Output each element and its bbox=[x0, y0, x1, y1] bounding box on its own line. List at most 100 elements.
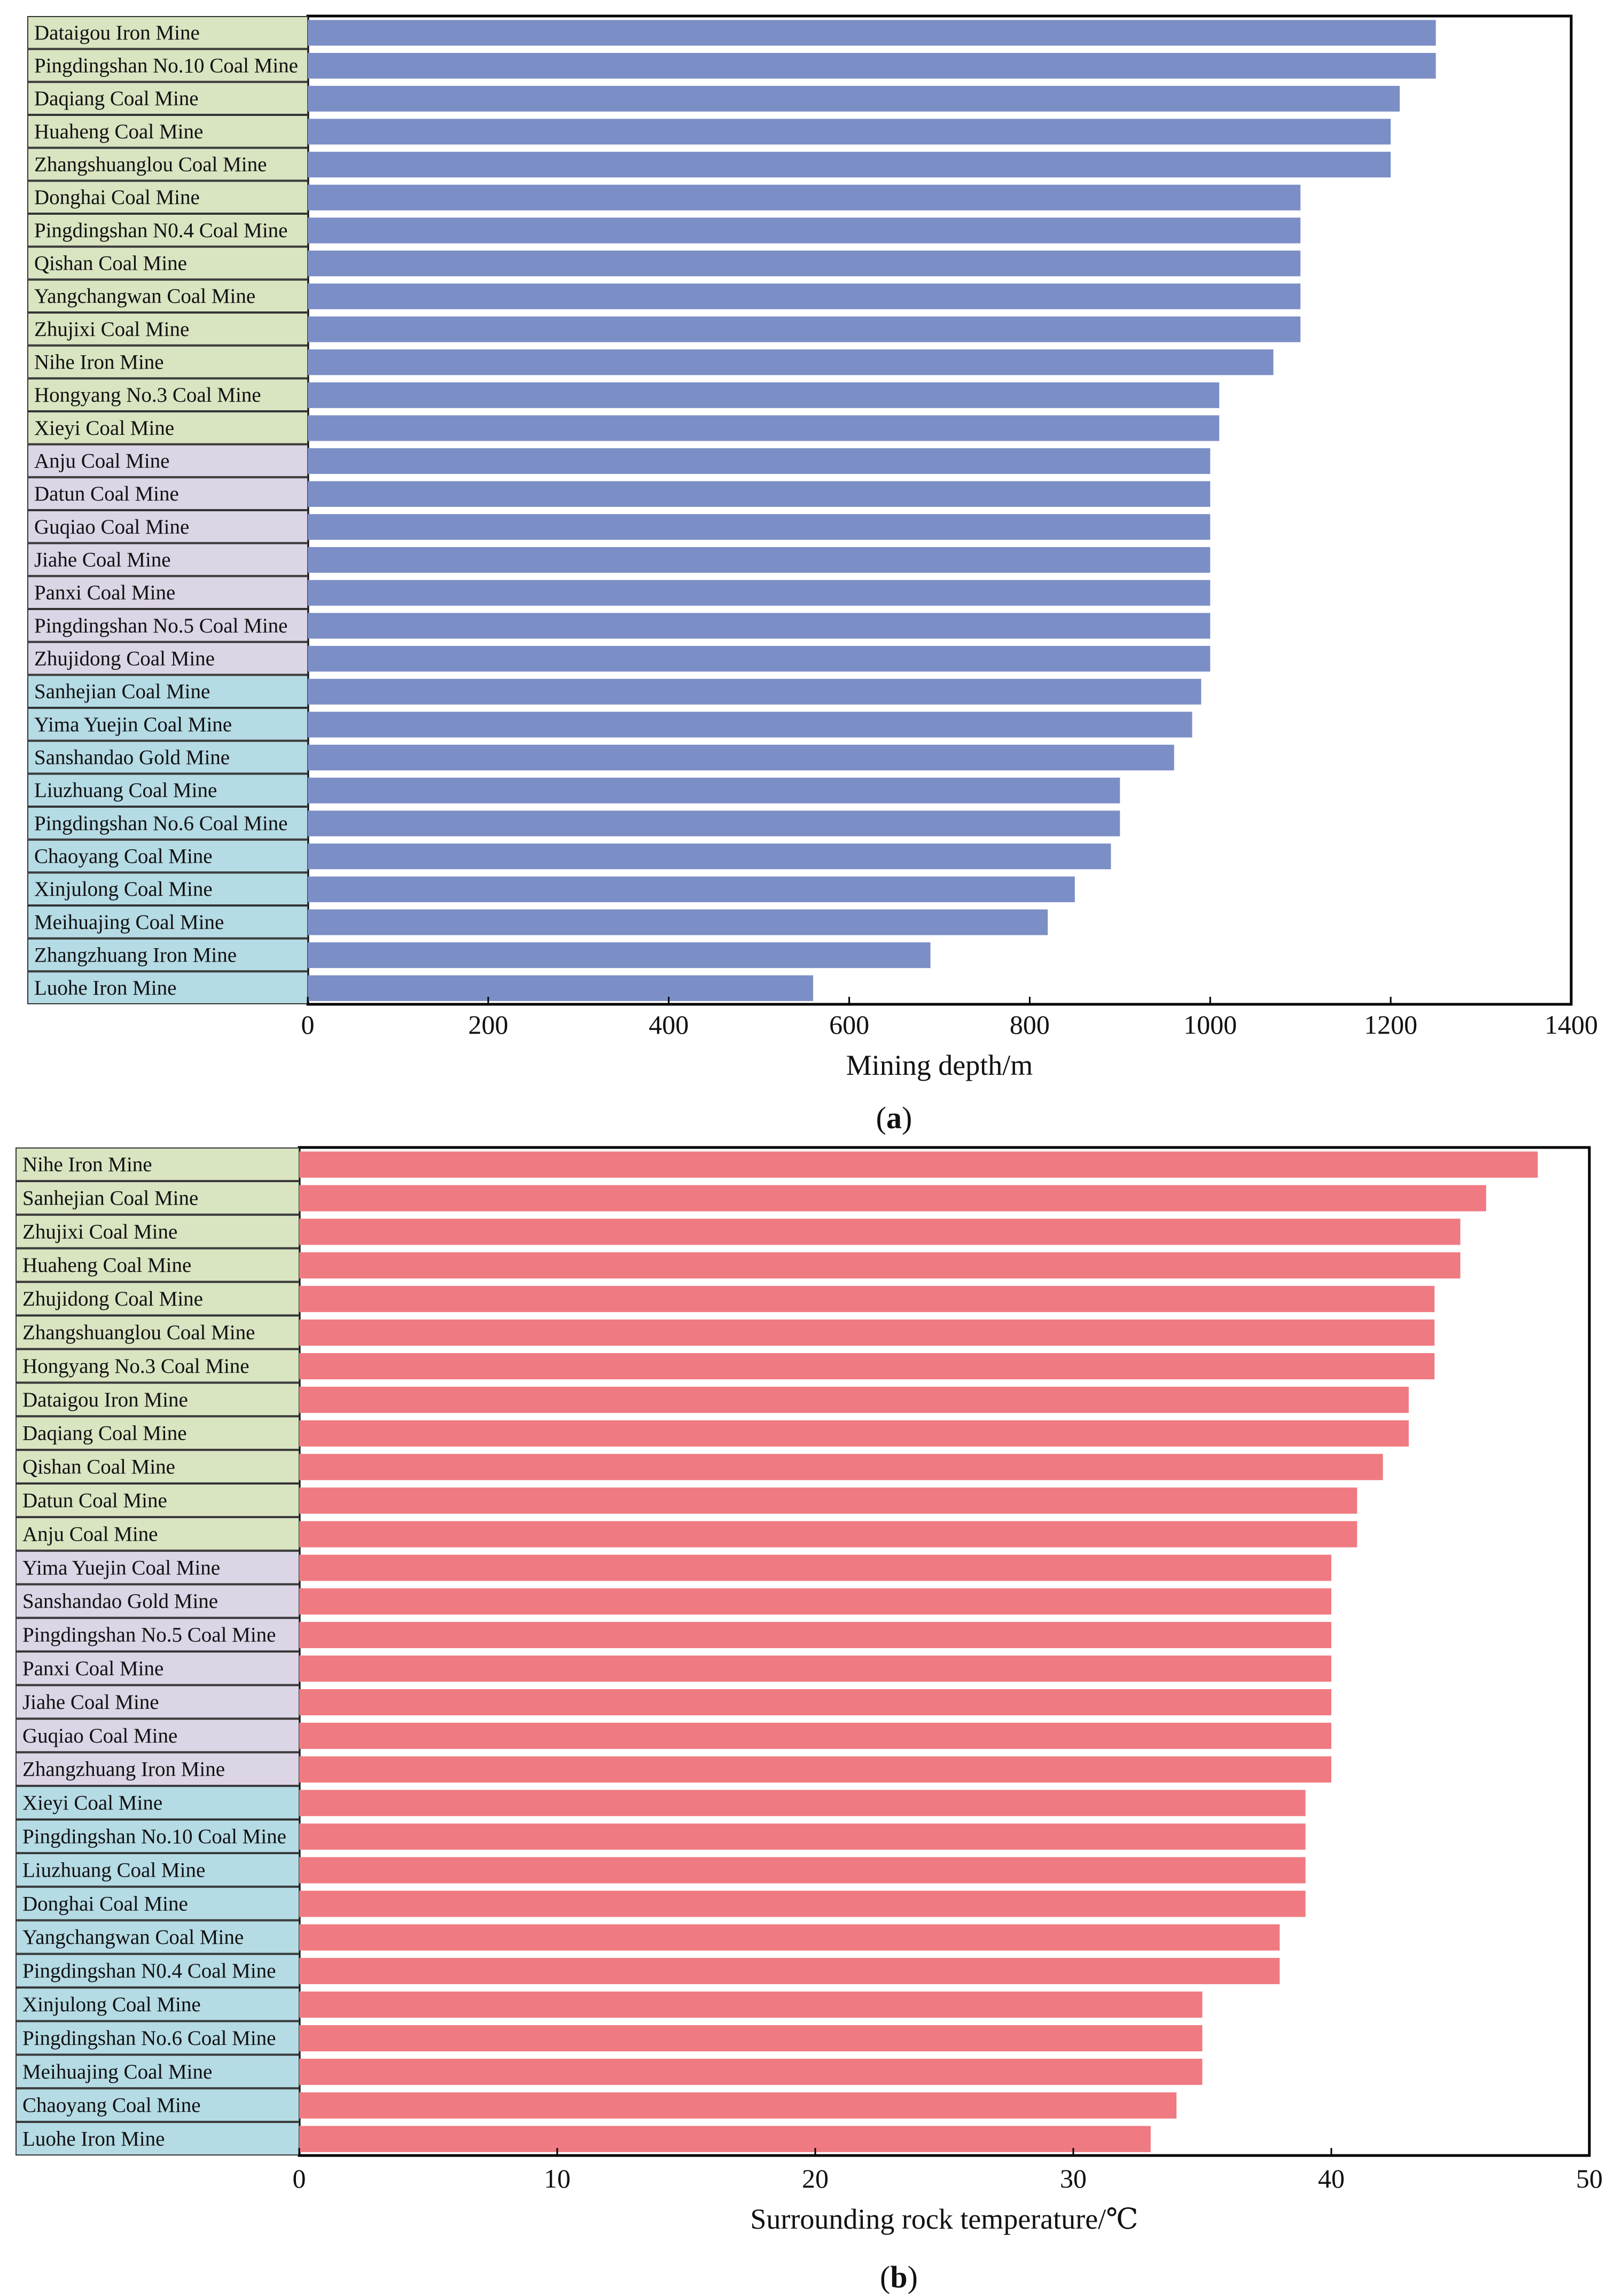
x-tick-label: 800 bbox=[1010, 1010, 1050, 1040]
category-cell bbox=[27, 740, 308, 774]
bar bbox=[299, 1823, 1306, 1850]
x-axis-label: Mining depth/m bbox=[846, 1049, 1033, 1081]
category-cell bbox=[15, 1214, 300, 1248]
bar bbox=[308, 283, 1301, 309]
category-label: Panxi Coal Mine bbox=[22, 1657, 163, 1680]
category-cell bbox=[27, 345, 308, 379]
category-label: Zhangshuanglou Coal Mine bbox=[34, 153, 267, 176]
category-cell bbox=[15, 1987, 300, 2021]
bar bbox=[308, 53, 1436, 79]
bar bbox=[299, 1353, 1435, 1380]
category-label: Pingdingshan N0.4 Coal Mine bbox=[22, 1959, 276, 1982]
category-label: Guqiao Coal Mine bbox=[34, 516, 189, 538]
category-label: Xieyi Coal Mine bbox=[22, 1792, 162, 1815]
category-cell bbox=[15, 1450, 300, 1484]
category-label: Zhujixi Coal Mine bbox=[34, 318, 189, 341]
bar bbox=[299, 1454, 1383, 1480]
category-label: Nihe Iron Mine bbox=[34, 351, 164, 374]
category-label: Luohe Iron Mine bbox=[22, 2128, 165, 2151]
bar bbox=[308, 316, 1301, 342]
bar bbox=[299, 2126, 1151, 2152]
category-cell bbox=[15, 1517, 300, 1551]
category-label: Yima Yuejin Coal Mine bbox=[22, 1556, 220, 1579]
x-tick-label: 0 bbox=[293, 2164, 306, 2193]
bar bbox=[299, 1521, 1357, 1548]
category-cell bbox=[15, 1248, 300, 1282]
category-cell bbox=[15, 1719, 300, 1753]
bar bbox=[308, 152, 1391, 178]
bar bbox=[308, 514, 1211, 540]
category-label: Sanhejian Coal Mine bbox=[22, 1186, 198, 1209]
category-cell bbox=[15, 2021, 300, 2055]
bar bbox=[299, 1891, 1306, 1917]
category-cell bbox=[15, 1886, 300, 1920]
bar bbox=[308, 20, 1436, 46]
bar bbox=[308, 646, 1211, 672]
category-cell bbox=[15, 1315, 300, 1349]
category-cell bbox=[27, 444, 308, 478]
category-cell bbox=[15, 1920, 300, 1954]
category-label: Sanshandao Gold Mine bbox=[34, 746, 230, 769]
category-label: Guqiao Coal Mine bbox=[22, 1724, 177, 1747]
bar bbox=[308, 251, 1301, 277]
bar bbox=[299, 1756, 1331, 1783]
x-tick-label: 1000 bbox=[1183, 1010, 1237, 1040]
category-cell bbox=[27, 214, 308, 247]
bar bbox=[308, 119, 1391, 145]
category-cell bbox=[15, 1383, 300, 1417]
category-cell bbox=[27, 675, 308, 708]
category-cell bbox=[15, 1584, 300, 1618]
bar bbox=[299, 1588, 1331, 1615]
x-tick-label: 50 bbox=[1576, 2164, 1603, 2193]
category-label: Qishan Coal Mine bbox=[34, 252, 187, 275]
category-cell bbox=[15, 1147, 300, 1181]
category-cell bbox=[27, 411, 308, 444]
category-label: Huaheng Coal Mine bbox=[22, 1254, 191, 1277]
category-cell bbox=[15, 1752, 300, 1786]
category-label: Zhangshuanglou Coal Mine bbox=[22, 1321, 255, 1344]
category-cell bbox=[27, 708, 308, 741]
bar bbox=[299, 1386, 1409, 1413]
bar bbox=[308, 85, 1400, 112]
category-cell bbox=[27, 510, 308, 543]
category-cell bbox=[15, 1954, 300, 1988]
category-label: Datun Coal Mine bbox=[34, 482, 179, 505]
bar bbox=[308, 810, 1120, 837]
bar bbox=[299, 1219, 1461, 1245]
category-label: Xieyi Coal Mine bbox=[34, 417, 174, 440]
category-label: Luohe Iron Mine bbox=[34, 977, 176, 999]
bar bbox=[299, 2025, 1203, 2052]
bar bbox=[299, 1555, 1331, 1581]
category-label: Pingdingshan No.6 Coal Mine bbox=[34, 812, 288, 835]
x-tick-label: 1200 bbox=[1364, 1010, 1417, 1040]
bar bbox=[308, 415, 1220, 441]
bar bbox=[308, 777, 1120, 803]
bar bbox=[299, 1722, 1331, 1749]
bar bbox=[299, 1487, 1357, 1514]
bar bbox=[308, 217, 1301, 244]
x-tick-label: 30 bbox=[1060, 2164, 1087, 2193]
category-label: Anju Coal Mine bbox=[22, 1522, 158, 1545]
category-label: Pingdingshan No.10 Coal Mine bbox=[34, 54, 298, 77]
category-label: Nihe Iron Mine bbox=[22, 1153, 152, 1176]
category-label: Pingdingshan No.10 Coal Mine bbox=[22, 1825, 286, 1848]
category-label: Anju Coal Mine bbox=[34, 450, 169, 473]
bar bbox=[308, 481, 1211, 507]
category-label: Datun Coal Mine bbox=[22, 1489, 167, 1512]
bar bbox=[299, 1924, 1280, 1951]
x-tick-label: 1400 bbox=[1544, 1010, 1598, 1040]
x-tick-label: 400 bbox=[649, 1010, 689, 1040]
category-cell bbox=[27, 905, 308, 939]
category-label: Xinjulong Coal Mine bbox=[34, 878, 213, 901]
bar bbox=[308, 448, 1211, 474]
x-tick-label: 20 bbox=[802, 2164, 829, 2193]
category-label: Yima Yuejin Coal Mine bbox=[34, 713, 232, 736]
category-label: Jiahe Coal Mine bbox=[34, 549, 171, 572]
x-tick-label: 10 bbox=[544, 2164, 571, 2193]
category-cell bbox=[27, 246, 308, 280]
category-label: Zhangzhuang Iron Mine bbox=[22, 1758, 225, 1781]
category-label: Liuzhuang Coal Mine bbox=[34, 779, 217, 802]
chart-panel-b: Nihe Iron Mine Sanhejian Coal Mine Zhujixi… bbox=[15, 1146, 1603, 2294]
category-label: Qishan Coal Mine bbox=[22, 1456, 175, 1479]
